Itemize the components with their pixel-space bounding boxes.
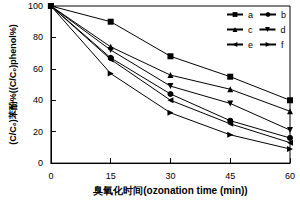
svg-text:b: b (281, 10, 286, 20)
svg-text:100: 100 (28, 1, 43, 11)
svg-text:45: 45 (225, 171, 235, 181)
svg-text:f: f (281, 40, 284, 50)
svg-text:60: 60 (285, 171, 295, 181)
svg-text:20: 20 (33, 127, 43, 137)
svg-text:30: 30 (165, 171, 175, 181)
svg-text:e: e (248, 40, 253, 50)
svg-text:d: d (280, 25, 285, 35)
svg-text:15: 15 (106, 171, 116, 181)
svg-text:c: c (248, 25, 253, 35)
svg-text:(C/C₀)苯酚%((C/C₀)phenol%): (C/C₀)苯酚%((C/C₀)phenol%) (8, 24, 18, 145)
svg-text:0: 0 (48, 171, 53, 181)
svg-text:40: 40 (33, 95, 43, 105)
svg-text:a: a (248, 10, 253, 20)
svg-text:臭氧化时间(ozonation time (min)): 臭氧化时间(ozonation time (min)) (92, 185, 247, 196)
svg-text:80: 80 (33, 32, 43, 42)
svg-text:60: 60 (33, 64, 43, 74)
svg-text:0: 0 (38, 158, 43, 168)
